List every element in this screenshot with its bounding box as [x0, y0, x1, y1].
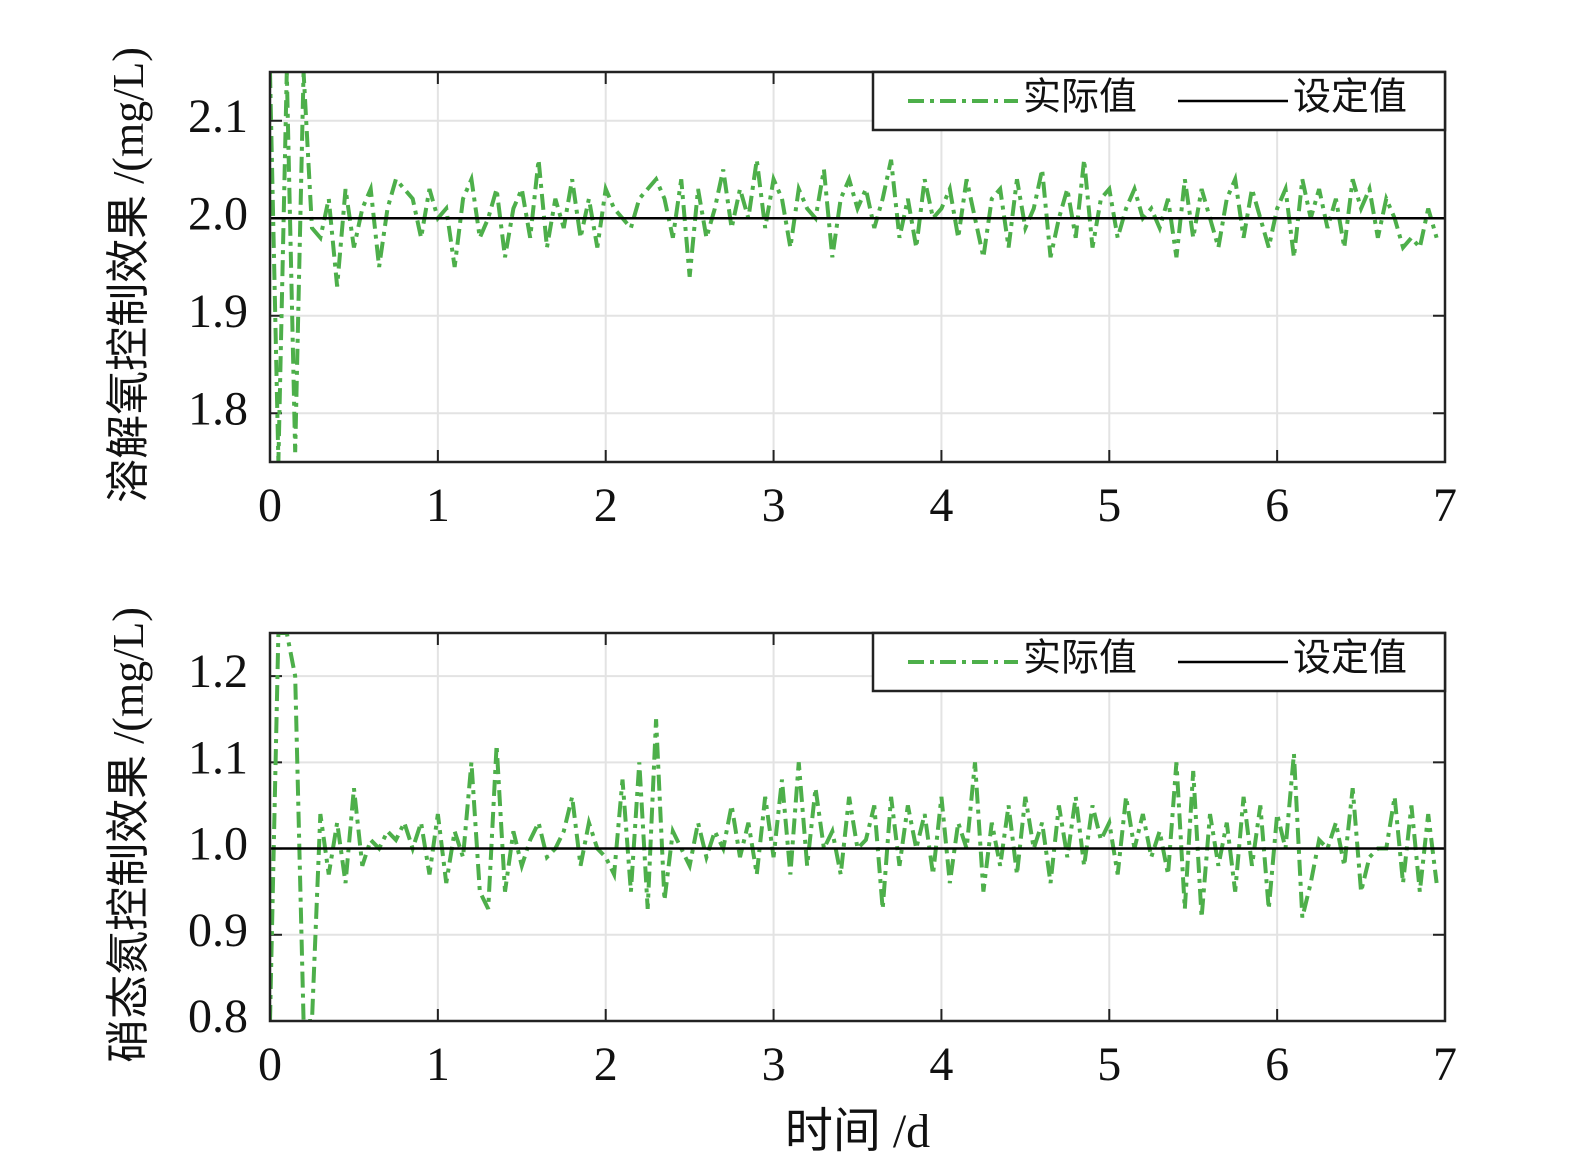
y-tick-label: 1.8 [188, 382, 248, 435]
data-line [270, 72, 1439, 462]
y-tick-label: 2.0 [188, 187, 248, 240]
x-tick-label: 1 [426, 1038, 450, 1091]
axes-frame [268, 631, 1447, 1023]
x-tick-label: 3 [762, 479, 786, 532]
x-tick-label: 4 [929, 1038, 953, 1091]
y-tick-label: 2.1 [188, 90, 248, 143]
x-tick-label: 2 [594, 1038, 618, 1091]
y-tick-label: 1.0 [188, 818, 248, 871]
x-tick-label: 5 [1097, 1038, 1121, 1091]
x-tick-label: 0 [258, 479, 282, 532]
plot-area [270, 72, 1445, 462]
legend: 实际值 设定值 [871, 631, 1447, 693]
legend: 实际值 设定值 [871, 70, 1447, 132]
y-axis-label: 硝态氮控制效果 /(mg/L) [104, 607, 153, 1063]
data-line [270, 633, 1439, 1021]
x-tick-label: 7 [1433, 479, 1457, 532]
y-tick-label: 1.1 [188, 731, 248, 784]
x-tick-label: 5 [1097, 479, 1121, 532]
x-tick-label: 0 [258, 1038, 282, 1091]
y-tick-label: 1.9 [188, 285, 248, 338]
x-tick-label: 2 [594, 479, 618, 532]
x-tick-label: 6 [1265, 1038, 1289, 1091]
y-axis-label: 溶解氧控制效果 /(mg/L) [104, 47, 153, 503]
legend-box [871, 631, 1447, 693]
x-tick-label: 4 [929, 479, 953, 532]
legend-label: 设定值 [1293, 638, 1407, 680]
y-tick-label: 0.9 [188, 904, 248, 957]
axes-frame [268, 70, 1447, 464]
legend-label: 实际值 [1023, 638, 1137, 680]
x-axis-label: 时间 /d [785, 1105, 930, 1158]
x-tick-label: 7 [1433, 1038, 1457, 1091]
legend-box [871, 70, 1447, 132]
x-tick-label: 3 [762, 1038, 786, 1091]
legend-label: 实际值 [1023, 77, 1137, 119]
x-tick-label: 1 [426, 479, 450, 532]
plot-area [270, 633, 1445, 1021]
legend-label: 设定值 [1293, 77, 1407, 119]
x-tick-label: 6 [1265, 479, 1289, 532]
y-tick-label: 1.2 [188, 645, 248, 698]
y-tick-label: 0.8 [188, 990, 248, 1043]
